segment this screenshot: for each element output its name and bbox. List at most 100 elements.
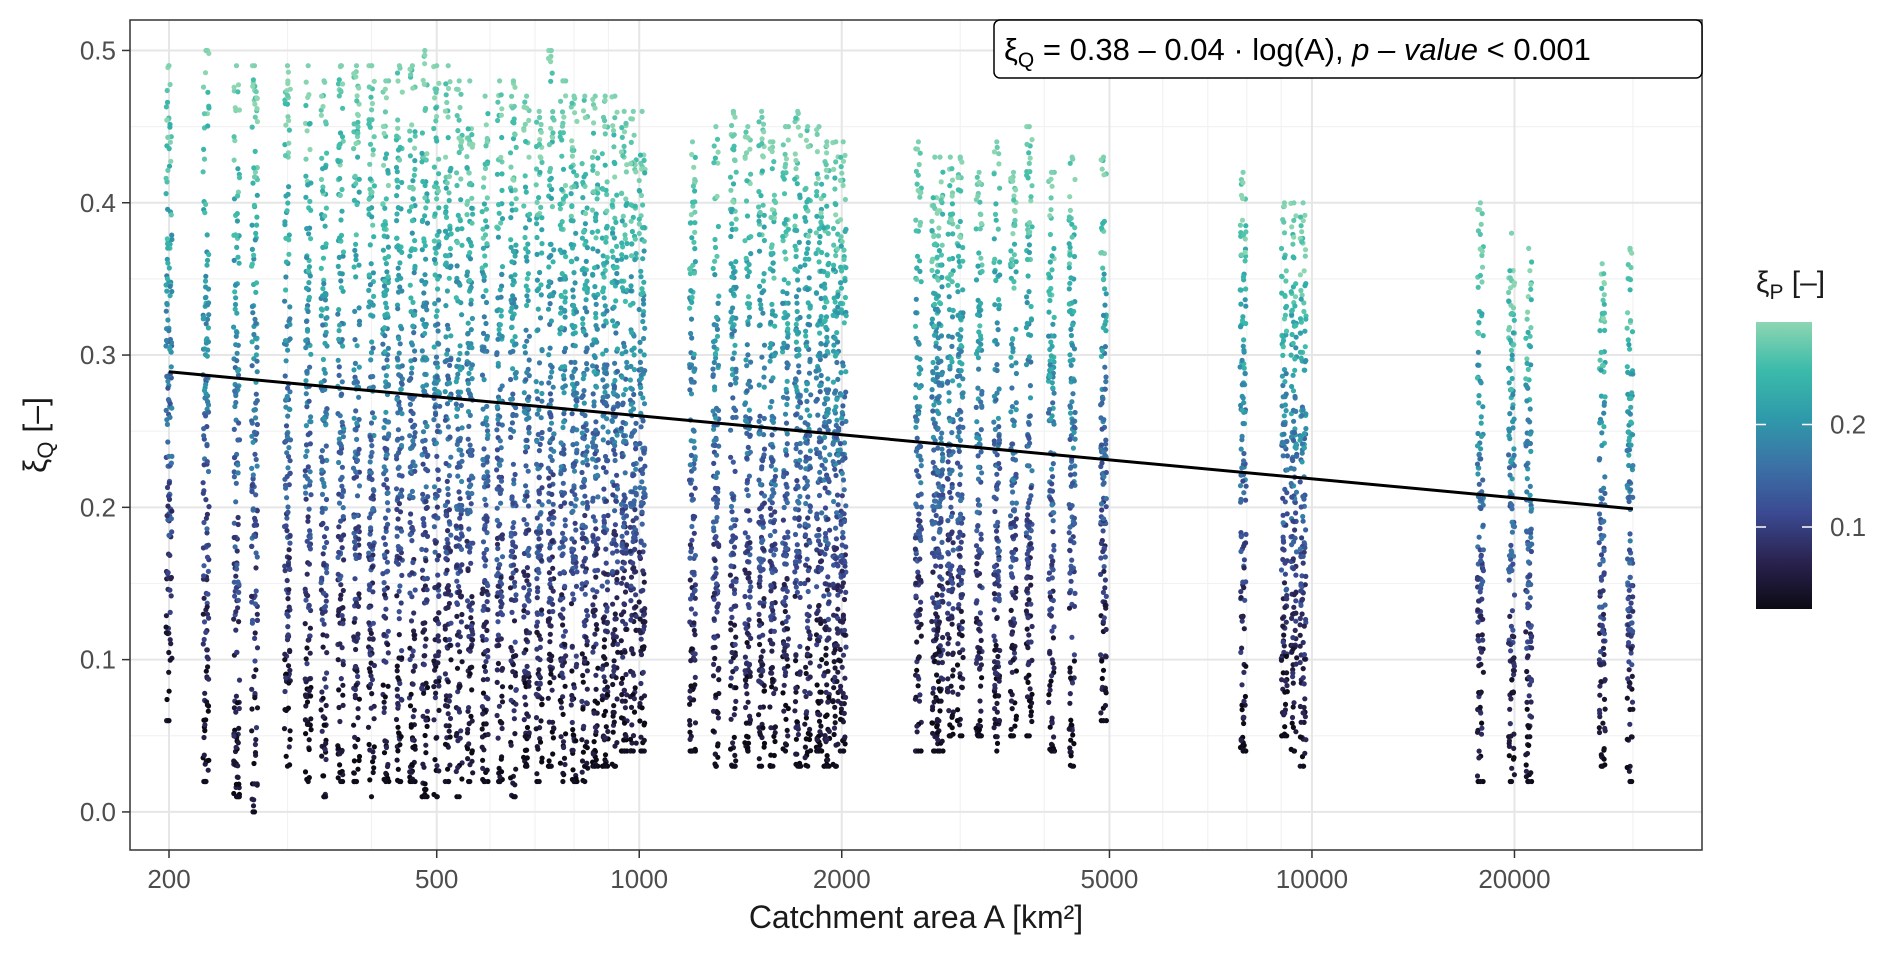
data-point	[621, 720, 628, 726]
data-point	[320, 255, 327, 261]
data-point	[422, 213, 428, 219]
data-point	[590, 444, 596, 450]
data-point	[422, 330, 428, 337]
data-point	[604, 259, 610, 265]
data-point	[252, 658, 258, 664]
data-point	[494, 486, 500, 492]
data-point	[435, 467, 441, 473]
data-point-min	[233, 794, 240, 800]
data-point	[579, 651, 585, 657]
data-point	[512, 544, 519, 550]
data-point	[547, 622, 553, 629]
data-point	[593, 315, 599, 321]
data-point	[539, 607, 545, 613]
data-point	[444, 478, 450, 484]
data-point	[536, 536, 542, 542]
data-point	[203, 497, 209, 503]
data-point	[397, 742, 403, 748]
data-point	[611, 528, 617, 535]
data-point	[638, 391, 644, 397]
data-point	[370, 552, 376, 558]
data-point	[383, 452, 389, 459]
data-point	[469, 748, 475, 754]
data-point	[307, 469, 313, 475]
data-point	[521, 608, 527, 614]
data-point	[498, 313, 504, 319]
data-point	[442, 253, 449, 259]
data-point	[614, 192, 620, 198]
data-point	[304, 369, 310, 375]
data-point	[480, 421, 486, 427]
data-point	[234, 649, 240, 656]
data-point	[602, 735, 609, 741]
data-point	[495, 416, 501, 422]
data-point	[339, 271, 345, 277]
data-point	[335, 311, 341, 317]
data-point	[353, 408, 359, 414]
data-point	[398, 275, 404, 281]
data-point	[534, 277, 541, 283]
data-point	[201, 111, 207, 117]
data-point	[584, 427, 590, 433]
data-point	[549, 369, 555, 375]
data-point	[581, 723, 587, 729]
data-point	[434, 557, 440, 563]
data-point	[366, 196, 372, 202]
data-point	[573, 583, 580, 590]
data-point	[432, 585, 438, 591]
data-point	[397, 555, 403, 561]
data-point	[637, 554, 643, 560]
data-point	[558, 226, 565, 232]
data-point	[497, 322, 503, 328]
data-point	[507, 150, 514, 156]
data-point	[252, 695, 258, 701]
data-point	[447, 79, 453, 85]
data-point	[164, 276, 171, 282]
data-point	[410, 438, 416, 444]
data-point	[233, 499, 239, 505]
data-point	[382, 312, 388, 318]
data-point	[512, 371, 518, 377]
data-point	[526, 598, 532, 604]
data-point	[436, 707, 442, 714]
data-point	[232, 544, 238, 550]
data-point	[521, 603, 528, 609]
data-point	[641, 352, 647, 358]
data-point	[498, 154, 504, 160]
data-point	[534, 623, 540, 629]
data-point	[322, 297, 328, 303]
data-point	[590, 189, 597, 195]
data-point	[602, 678, 608, 685]
data-point-max	[482, 93, 488, 99]
data-point	[571, 183, 577, 189]
data-point	[398, 600, 404, 606]
data-point	[396, 350, 402, 356]
data-point	[287, 648, 293, 655]
data-point	[573, 738, 579, 744]
data-point-min	[639, 748, 645, 754]
data-point	[579, 469, 585, 476]
data-point	[419, 686, 425, 692]
data-point	[687, 271, 694, 277]
data-point	[465, 490, 471, 496]
data-point	[526, 683, 532, 689]
data-point	[419, 567, 426, 573]
data-point	[201, 595, 207, 601]
data-point	[445, 604, 451, 611]
data-point	[436, 638, 442, 644]
data-point	[637, 440, 643, 447]
data-point	[639, 509, 645, 515]
data-point	[584, 444, 591, 450]
data-point	[356, 176, 362, 182]
data-point	[399, 473, 405, 479]
data-point	[306, 746, 312, 753]
data-point	[318, 454, 324, 460]
data-point	[319, 689, 325, 695]
data-point	[395, 147, 402, 153]
data-point	[399, 435, 405, 441]
data-point	[591, 710, 597, 716]
data-point	[593, 672, 599, 678]
data-point	[601, 524, 607, 530]
data-point	[537, 657, 543, 663]
data-point	[285, 509, 291, 515]
